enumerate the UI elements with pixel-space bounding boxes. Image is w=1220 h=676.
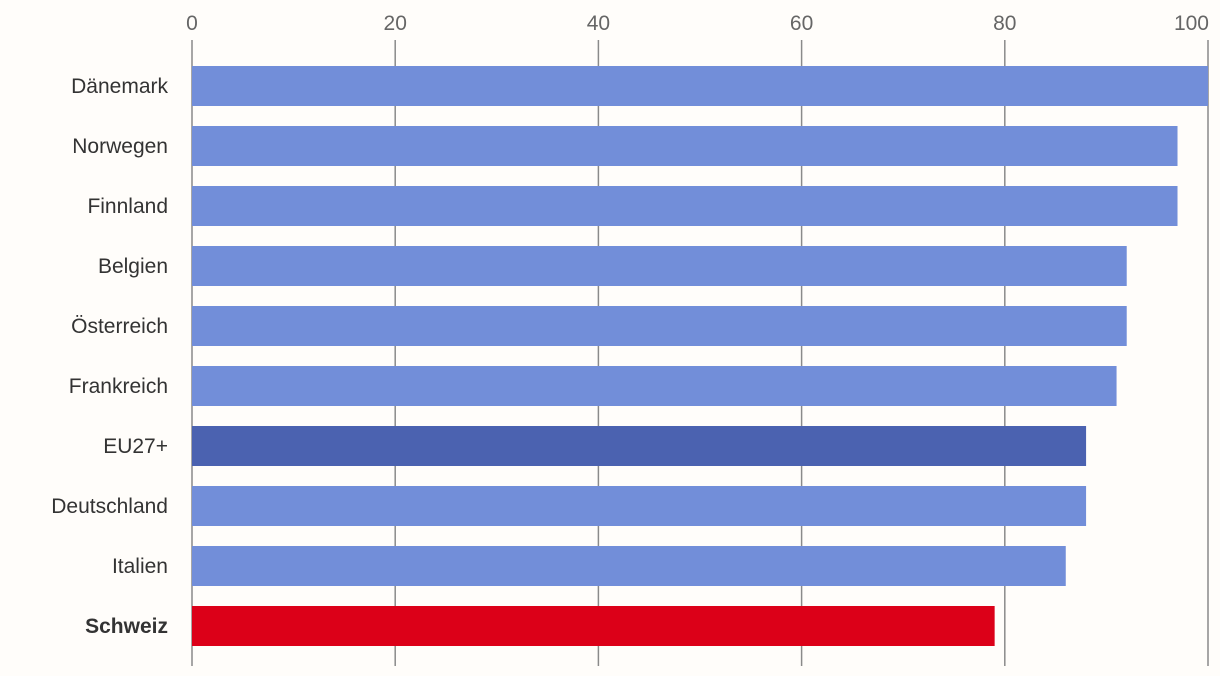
category-label: Frankreich [69, 375, 168, 398]
bar-6 [192, 426, 1087, 466]
bar-7 [192, 486, 1087, 526]
bars [192, 66, 1208, 646]
bar-0 [192, 66, 1208, 106]
bar-4 [192, 306, 1127, 346]
x-tick-label: 40 [587, 12, 610, 35]
x-tick-label: 60 [790, 12, 813, 35]
category-label: EU27+ [103, 435, 168, 458]
bar-2 [192, 186, 1178, 226]
x-tick-label: 0 [186, 12, 198, 35]
x-tick-label: 80 [993, 12, 1016, 35]
category-labels: Dänemark Norwegen Finnland Belgien Österreic… [51, 75, 168, 638]
bar-1 [192, 126, 1178, 166]
category-label: Dänemark [71, 75, 168, 98]
category-label: Italien [112, 555, 168, 578]
bar-8 [192, 546, 1066, 586]
category-label: Schweiz [85, 615, 168, 638]
category-label: Deutschland [51, 495, 168, 518]
bar-3 [192, 246, 1127, 286]
x-tick-label: 20 [384, 12, 407, 35]
category-label: Belgien [98, 255, 168, 278]
category-label: Österreich [71, 315, 168, 338]
x-axis-ticks: 0 20 40 60 80 100 [186, 12, 1209, 35]
bar-9 [192, 606, 995, 646]
x-tick-label: 100 [1174, 12, 1209, 35]
category-label: Finnland [87, 195, 168, 218]
bar-5 [192, 366, 1117, 406]
category-label: Norwegen [72, 135, 168, 158]
